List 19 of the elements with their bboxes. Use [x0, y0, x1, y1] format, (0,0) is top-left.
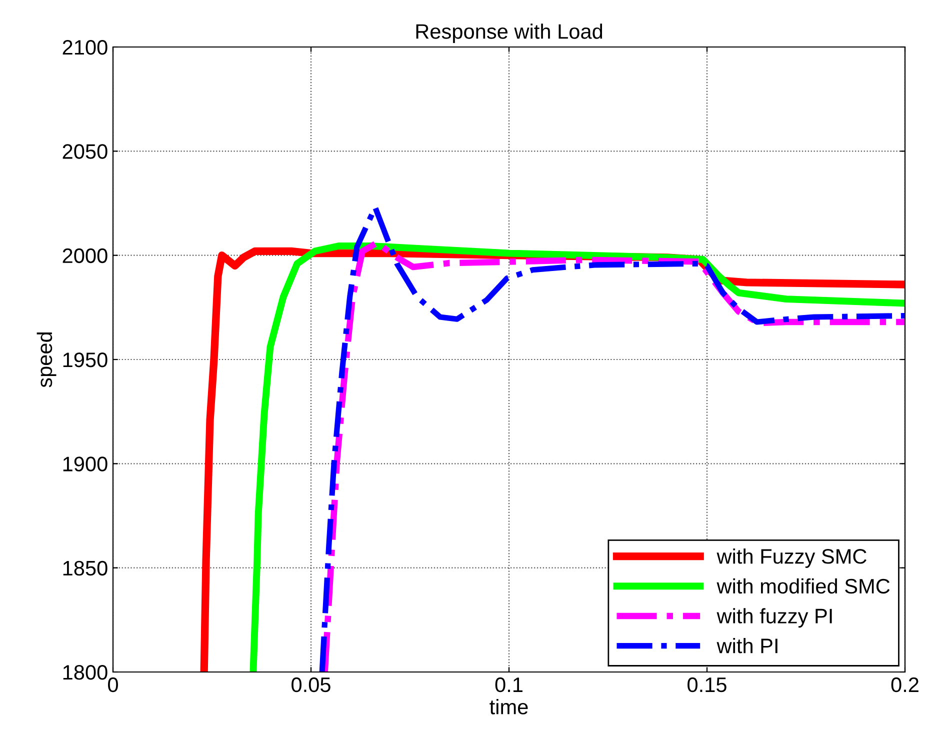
x-tick-label: 0.05 — [292, 677, 330, 692]
y-tick-label: 2100 — [62, 40, 108, 55]
y-tick-label: 1800 — [63, 665, 108, 680]
legend-label: with fuzzy PI — [716, 608, 832, 628]
legend-label: with modified SMC — [716, 578, 890, 594]
legend-label: with PI — [716, 638, 778, 654]
chart-title: Response with Load — [416, 24, 602, 43]
y-tick-label: 1900 — [63, 456, 108, 472]
legend-label: with Fuzzy SMC — [716, 548, 866, 568]
x-tick-label: 0.1 — [495, 677, 522, 692]
x-tick-label: 0 — [108, 677, 118, 692]
y-tick-label: 2000 — [62, 248, 108, 264]
y-axis-title: speed — [36, 332, 56, 388]
x-tick-label: 0.2 — [891, 677, 918, 692]
x-axis-title: time — [490, 699, 528, 714]
y-tick-label: 1850 — [63, 560, 108, 576]
x-tick-label: 0.15 — [688, 677, 726, 692]
y-tick-label: 2050 — [62, 144, 108, 159]
y-tick-label: 1950 — [63, 352, 108, 368]
